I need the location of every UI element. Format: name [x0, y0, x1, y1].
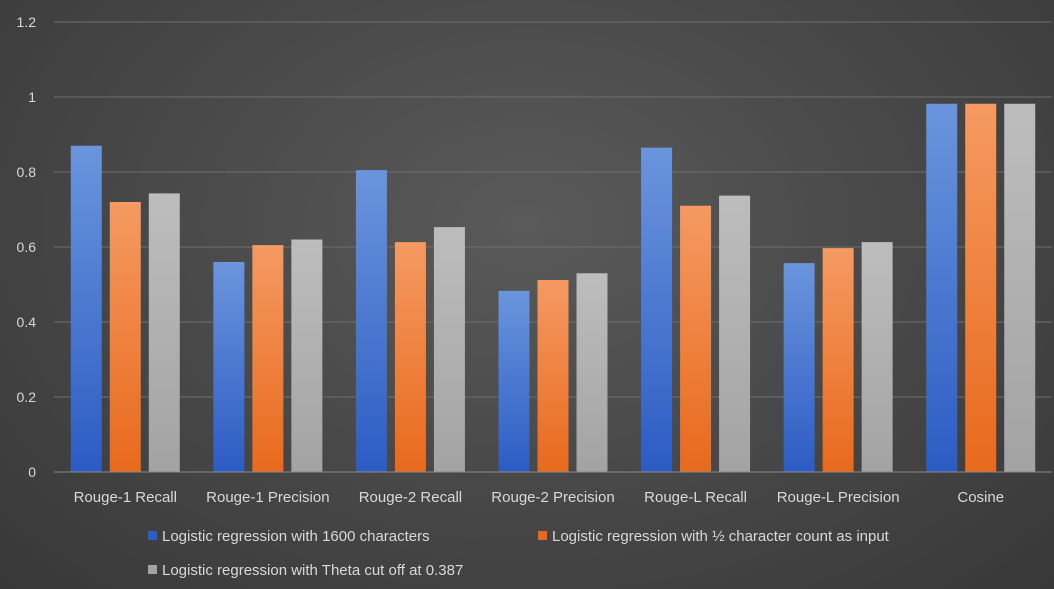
- x-category-label: Rouge-2 Recall: [359, 489, 462, 506]
- y-tick-label: 1: [28, 89, 36, 105]
- y-tick-label: 0: [28, 464, 36, 480]
- bar-series-2: [822, 248, 854, 472]
- bar-series-2: [537, 280, 569, 472]
- bar-series-2: [680, 205, 712, 472]
- legend-swatch: [148, 531, 157, 540]
- legend-label: Logistic regression with Theta cut off a…: [162, 562, 463, 579]
- y-tick-label: 0.2: [17, 389, 37, 405]
- x-axis-category-labels: Rouge-1 Recall Rouge-1 Precision Rouge-2 R…: [74, 489, 1004, 506]
- bar-series-3: [433, 227, 465, 472]
- x-category-label: Rouge-L Precision: [777, 489, 900, 506]
- bar-series-1: [926, 103, 958, 472]
- legend-swatch: [148, 565, 157, 574]
- bar-series-1: [70, 145, 102, 472]
- y-axis-tick-labels: 0 0.2 0.4 0.6 0.8 1 1.2: [17, 14, 37, 480]
- bar-series-3: [148, 193, 180, 472]
- y-tick-label: 1.2: [17, 14, 37, 30]
- y-tick-label: 0.8: [17, 164, 37, 180]
- bar-series-1: [783, 263, 815, 472]
- bar-series-2: [252, 245, 284, 472]
- legend: Logistic regression with 1600 characters…: [148, 528, 890, 579]
- x-category-label: Rouge-1 Precision: [206, 489, 329, 506]
- x-category-label: Rouge-L Recall: [644, 489, 747, 506]
- bar-series-1: [213, 262, 245, 472]
- legend-label: Logistic regression with ½ character cou…: [552, 528, 890, 545]
- x-category-label: Cosine: [957, 489, 1004, 506]
- bars: [70, 103, 1036, 472]
- bar-series-1: [355, 170, 387, 472]
- bar-series-3: [719, 195, 751, 472]
- y-tick-label: 0.4: [17, 314, 37, 330]
- legend-label: Logistic regression with 1600 characters: [162, 528, 430, 545]
- y-tick-label: 0.6: [17, 239, 37, 255]
- bar-series-3: [576, 273, 608, 472]
- bar-series-3: [1004, 103, 1036, 472]
- x-category-label: Rouge-1 Recall: [74, 489, 177, 506]
- bar-series-3: [291, 239, 323, 472]
- bar-series-2: [394, 242, 426, 472]
- bar-series-2: [965, 103, 997, 472]
- x-category-label: Rouge-2 Precision: [491, 489, 614, 506]
- bar-series-1: [641, 147, 673, 472]
- legend-swatch: [538, 531, 547, 540]
- bar-series-1: [498, 290, 530, 472]
- bar-series-3: [861, 242, 893, 472]
- bar-series-2: [109, 202, 141, 472]
